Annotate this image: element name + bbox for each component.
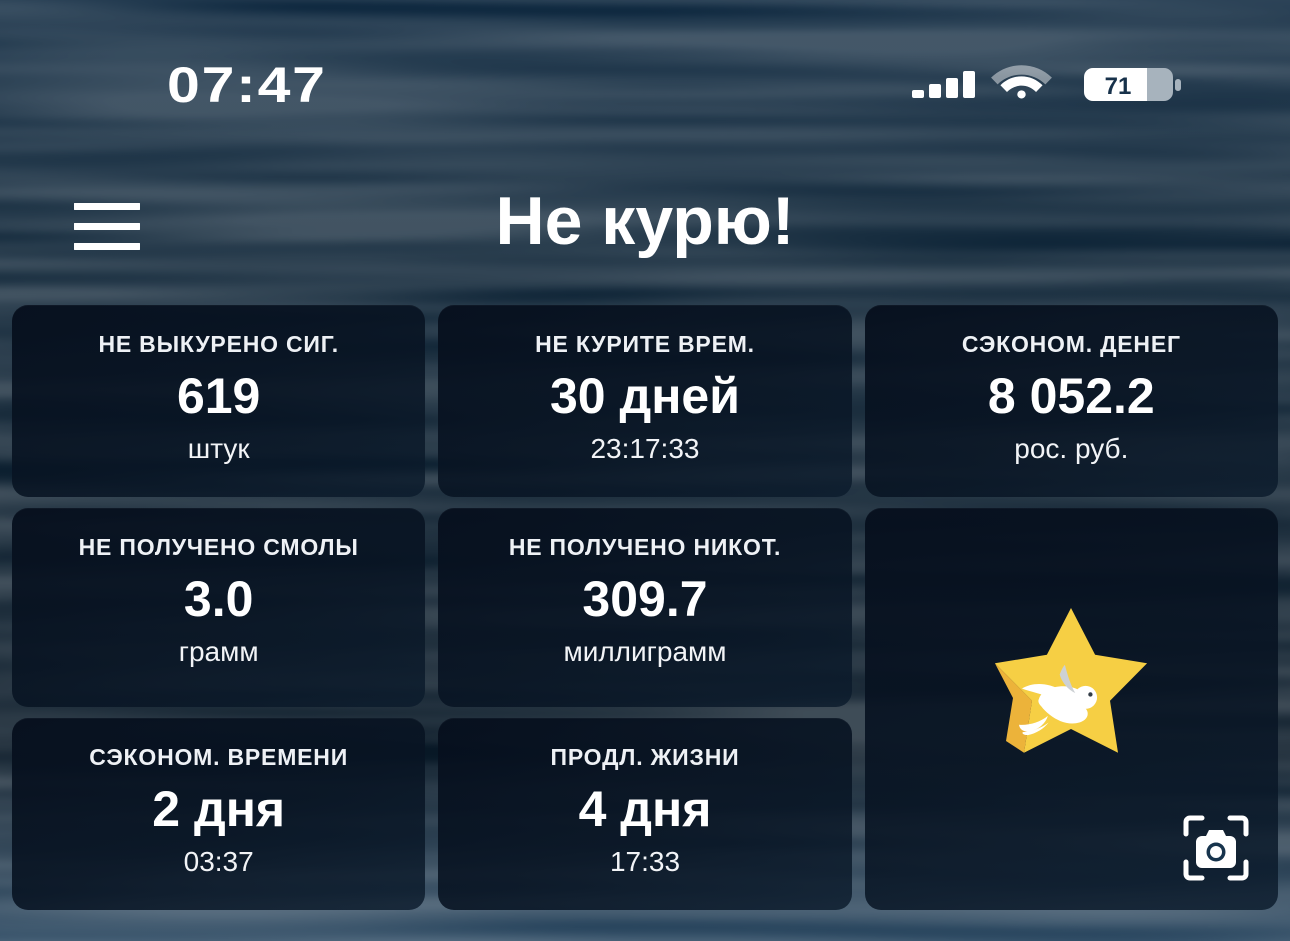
svg-text:71: 71 xyxy=(1105,73,1132,100)
